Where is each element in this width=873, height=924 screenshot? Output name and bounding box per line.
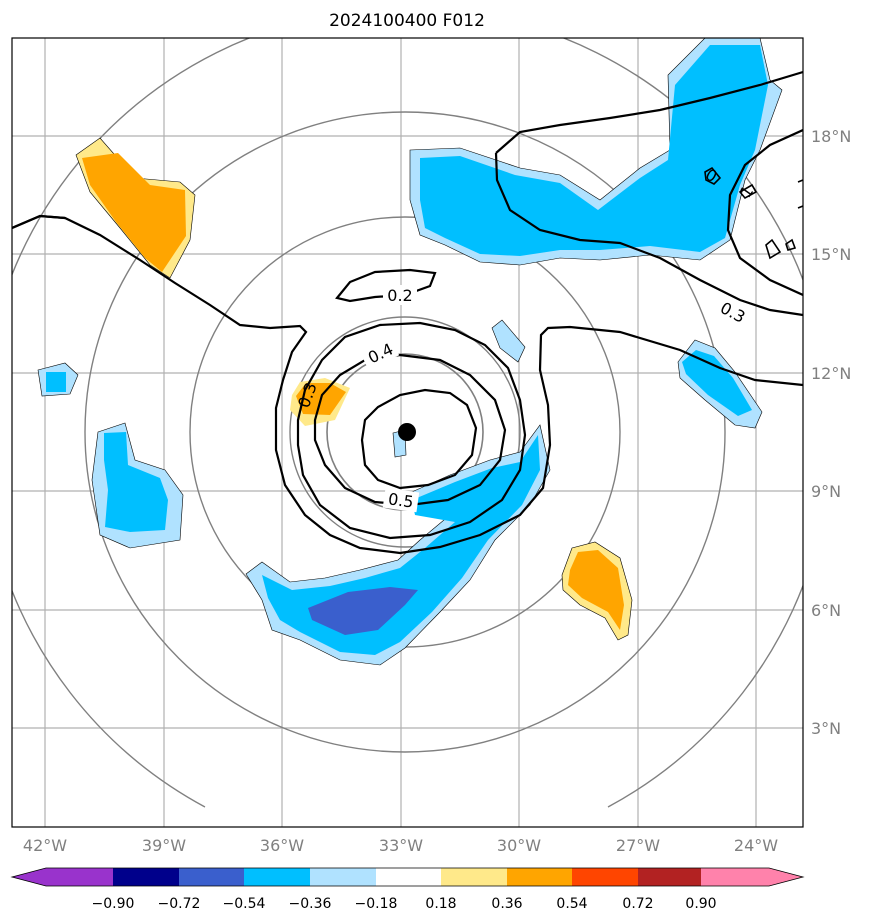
colorbar-tick: 0.90 — [685, 896, 716, 912]
lon-label: 24°W — [734, 836, 778, 855]
colorbar-tick: −0.72 — [158, 896, 201, 912]
lon-label: 30°W — [497, 836, 541, 855]
lat-label: 3°N — [811, 719, 841, 738]
colorbar-tick: −0.36 — [289, 896, 332, 912]
contour-label: 0.5 — [387, 489, 415, 511]
colorbar-extend-high — [769, 868, 803, 886]
colorbar-extend-low — [12, 868, 46, 886]
lat-labels: 18°N 15°N 12°N 9°N 6°N 3°N — [811, 127, 851, 738]
lon-labels: 42°W 39°W 36°W 33°W 30°W 27°W 24°W — [23, 836, 778, 855]
contour-lines — [12, 70, 803, 555]
colorbar-tick: 0.18 — [425, 896, 456, 912]
contour-label: 0.2 — [387, 286, 412, 305]
lat-label: 18°N — [811, 127, 851, 146]
lon-label: 27°W — [616, 836, 660, 855]
small-contours — [704, 166, 803, 260]
map-plot-area: 0.2 0.4 0.3 0.5 0.3 0 1 — [12, 38, 803, 827]
colorbar-tick: −0.18 — [355, 896, 398, 912]
lon-label: 33°W — [379, 836, 423, 855]
map-frame — [11, 37, 804, 828]
lat-label: 9°N — [811, 482, 841, 501]
colorbar-tick: 0.36 — [491, 896, 522, 912]
colorbar-tick: −0.54 — [223, 896, 266, 912]
colorbar-tick: 0.72 — [622, 896, 653, 912]
storm-center-marker — [398, 423, 416, 441]
map-title: 2024100400 F012 — [329, 11, 485, 31]
lon-label: 39°W — [142, 836, 186, 855]
colorbar-tick: 0.54 — [556, 896, 587, 912]
lon-label: 42°W — [23, 836, 67, 855]
colorbar: −0.90 −0.72 −0.54 −0.36 −0.18 0.18 0.36 … — [10, 867, 805, 912]
lat-label: 6°N — [811, 601, 841, 620]
shaded-field — [37, 38, 783, 666]
lat-label: 15°N — [811, 245, 851, 264]
colorbar-tick: −0.90 — [92, 896, 135, 912]
lon-label: 36°W — [260, 836, 304, 855]
lat-label: 12°N — [811, 364, 851, 383]
